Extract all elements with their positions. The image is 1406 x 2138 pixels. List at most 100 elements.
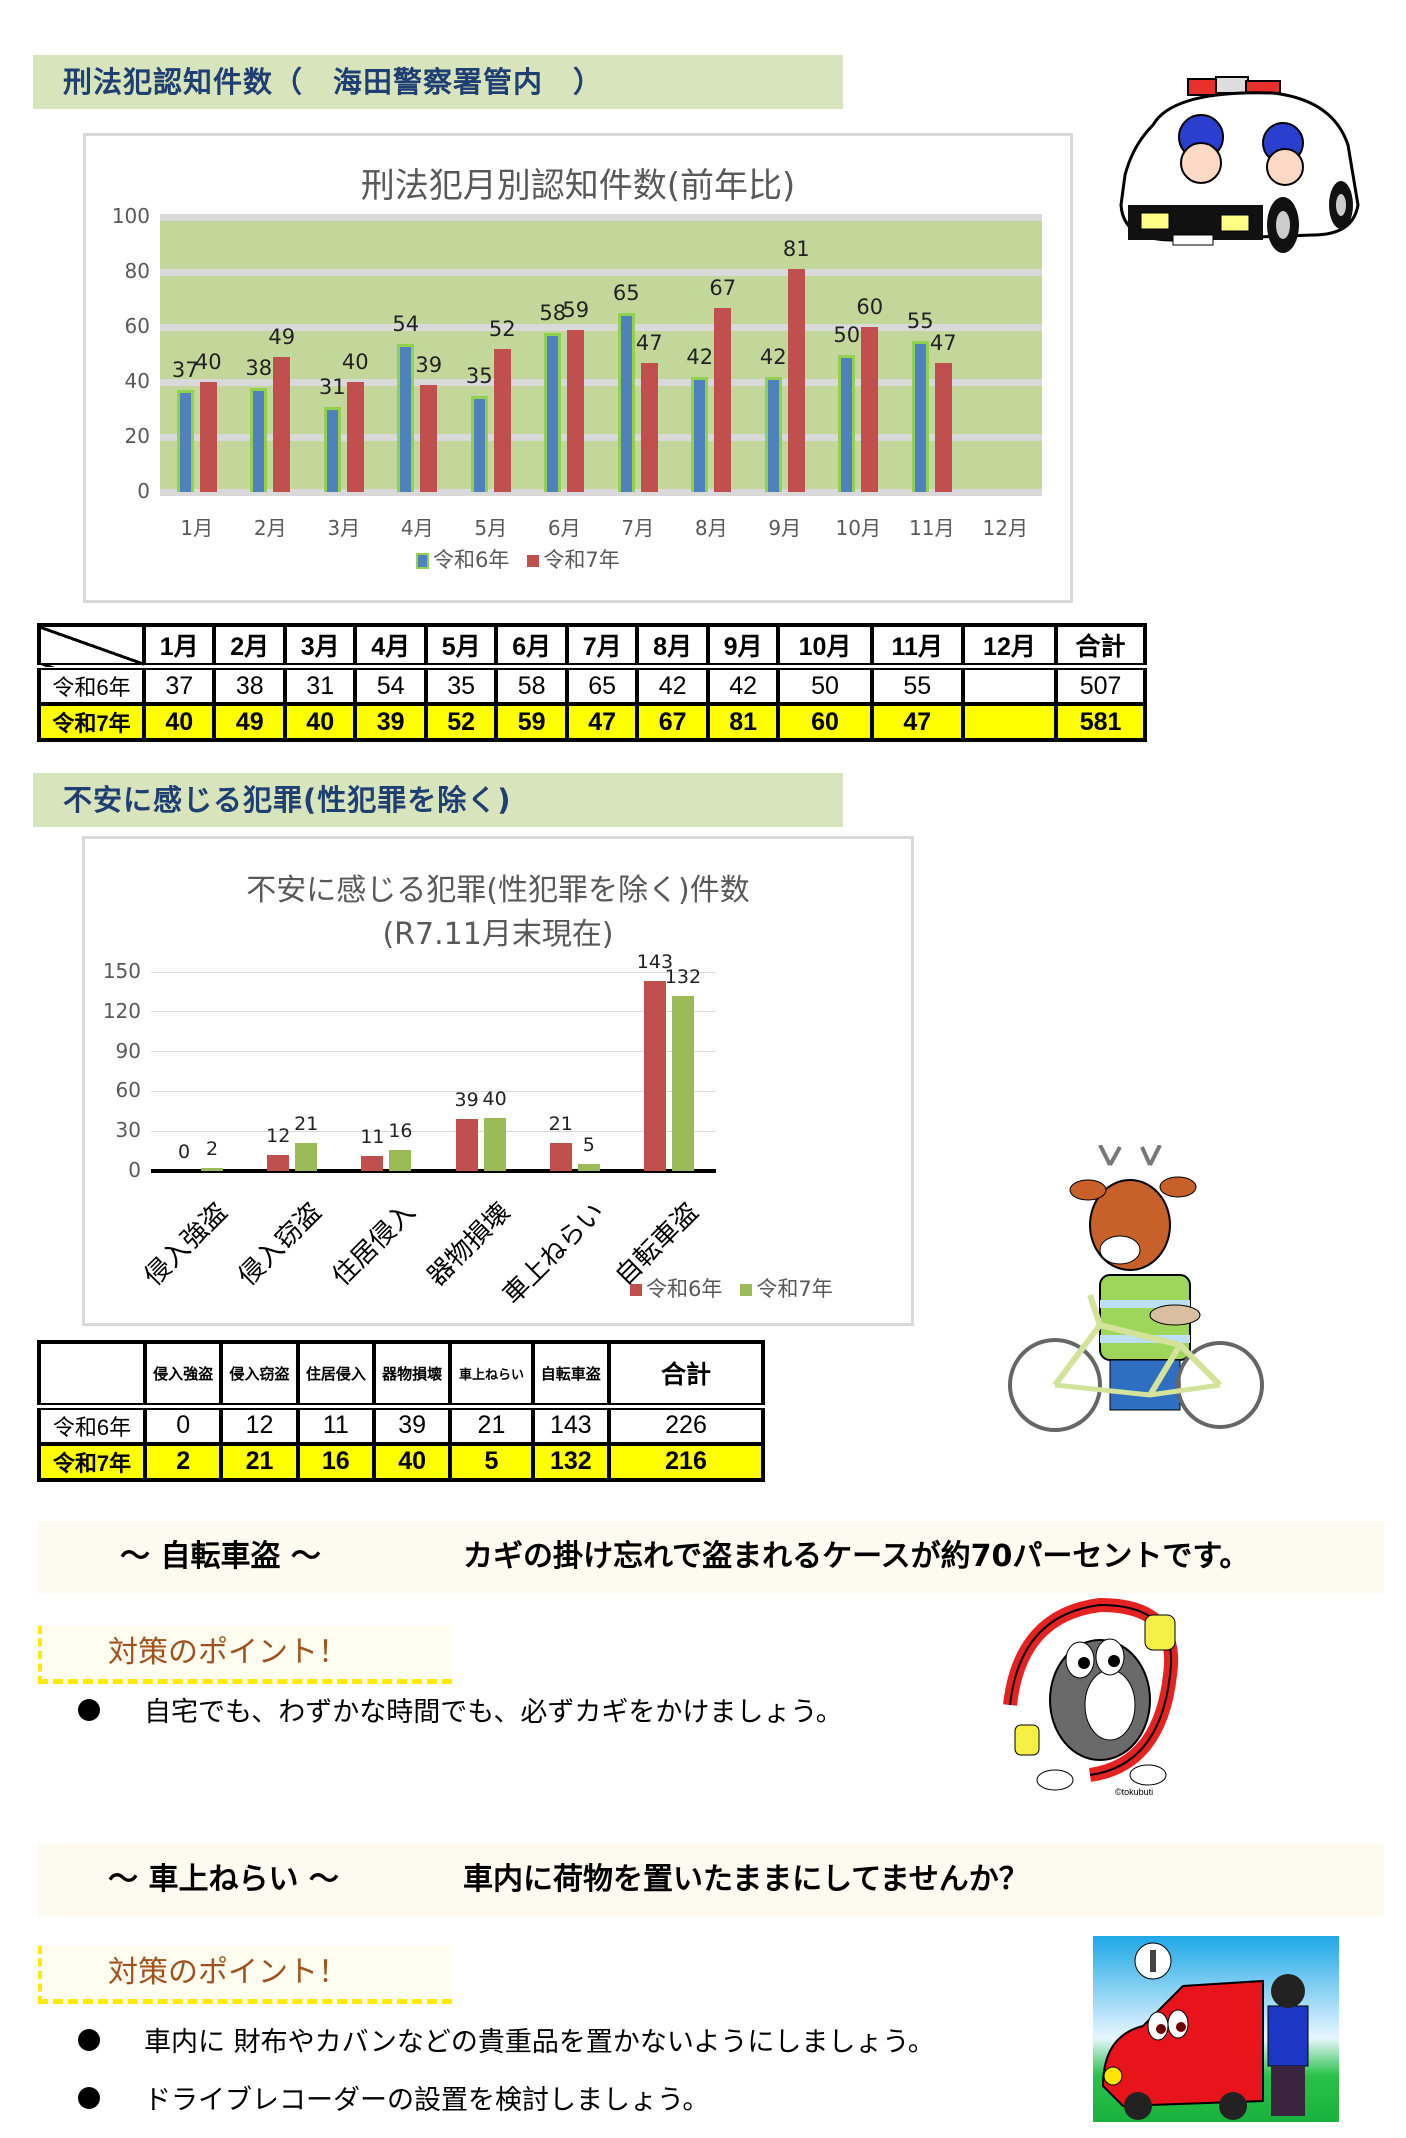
data-label: 0 (178, 1141, 191, 1163)
data-label: 81 (782, 237, 810, 262)
bar-令和6年 (838, 354, 856, 492)
bullet-text: 車内に 財布やカバンなどの貴重品を置かないようにしましょう。 (144, 2027, 935, 2058)
data-label: 54 (392, 311, 420, 336)
table-cell: 21 (448, 1404, 535, 1446)
data-label: 143 (636, 951, 674, 974)
data-label: 12 (266, 1125, 291, 1148)
chart-legend: 令和6年 令和7年 (416, 544, 620, 574)
bar-令和6年 (691, 376, 709, 492)
table-cell: 40 (141, 702, 217, 742)
table-cell: 37 (141, 664, 217, 706)
column-header: 合計 (1054, 623, 1147, 670)
gridline (160, 433, 1042, 441)
legend-item: 令和7年 (527, 544, 620, 574)
column-header: 住居侵入 (295, 1340, 376, 1410)
x-tick-label: 9月 (768, 516, 802, 540)
table-cell: 58 (494, 664, 569, 706)
banner-topic: ～ 自転車盗 ～ (120, 1539, 321, 1574)
monthly-crime-table: 1月 2月 3月 4月 5月 6月 7月 8月 9月 10月 11月 12月 合計 令和6年 37 38 31… (37, 623, 1147, 742)
monthly-crime-chart: 刑法犯月別認知件数(前年比) 37 40 38 49 31 40 54 39 35 52 58 59 6… (83, 133, 1073, 603)
gridline (160, 378, 1042, 386)
row-label: 令和7年 (37, 1441, 147, 1482)
data-label: 47 (929, 330, 957, 355)
y-tick-label: 60 (124, 314, 150, 338)
x-tick-label: 10月 (835, 516, 881, 540)
bar-令和6年 (397, 343, 415, 492)
bar-令和6年 (617, 313, 635, 492)
banner-message: カギの掛け忘れで盗まれるケースが約70パーセントです。 (463, 1539, 1250, 1574)
bar-令和7年 (493, 349, 511, 492)
table-cell: 49 (212, 702, 287, 742)
data-label: 58 (539, 300, 567, 325)
x-tick-label: 侵入窃盗 (232, 1197, 328, 1293)
column-header: 侵入強盗 (142, 1340, 224, 1410)
gridline (151, 1090, 716, 1092)
column-header: 11月 (869, 623, 965, 670)
bicycle-bullet-item: 自宅でも、わずかな時間でも、必ずカギをかけましょう。 (78, 1690, 843, 1729)
y-tick-label: 60 (115, 1078, 141, 1103)
bullet-icon (78, 2028, 100, 2051)
x-tick-label: 1月 (180, 516, 214, 540)
table-cell: 507 (1054, 664, 1147, 706)
table-cell: 47 (564, 702, 640, 742)
x-tick-label: 4月 (400, 516, 434, 540)
data-label: 59 (562, 297, 590, 322)
data-label: 40 (341, 350, 369, 374)
y-tick-label: 120 (102, 998, 141, 1023)
column-header: 2月 (212, 623, 287, 670)
gridline (151, 971, 716, 973)
bar-令和6年 (455, 1119, 478, 1171)
bullet-icon (78, 1698, 100, 1721)
y-tick-label: 20 (124, 424, 150, 448)
table-cell: 35 (423, 664, 499, 706)
column-header: 7月 (564, 623, 640, 670)
table-cell: 226 (607, 1404, 765, 1446)
table-cell: 65 (564, 664, 640, 706)
car-thief-illustration (1093, 1936, 1339, 2122)
bar-令和6年 (361, 1156, 384, 1171)
data-label: 60 (856, 295, 884, 319)
table-cell: 54 (353, 664, 428, 706)
car-theft-banner: ～ 車上ねらい ～ 車内に荷物を置いたままにしてませんか？ (38, 1844, 1384, 1916)
bar-令和6年 (470, 395, 488, 492)
gridline (160, 268, 1042, 276)
column-header: 車上ねらい (448, 1340, 535, 1410)
bar-令和7年 (346, 382, 364, 492)
x-tick-label: 5月 (474, 516, 508, 540)
gridline (151, 1011, 716, 1013)
car-theft-bullet-item: 車内に 財布やカバンなどの貴重品を置かないようにしましょう。 (78, 2020, 935, 2059)
legend-label: 令和7年 (756, 1277, 833, 1301)
data-label: 21 (294, 1113, 319, 1136)
bar-令和6年 (250, 387, 268, 492)
table-cell: 39 (371, 1404, 453, 1446)
bar-令和7年 (934, 362, 952, 492)
bar-令和7年 (199, 382, 217, 492)
data-label: 38 (245, 355, 273, 380)
legend-swatch-icon (630, 1284, 642, 1296)
table-cell: 216 (607, 1441, 765, 1482)
bar-令和6年 (764, 376, 782, 492)
bar-令和7年 (671, 995, 694, 1171)
x-tick-label: 6月 (547, 516, 581, 540)
table-cell: 2 (142, 1441, 224, 1482)
plot-area: 0 2 12 21 11 16 39 40 21 5 143 132 (151, 951, 716, 1173)
data-label: 21 (548, 1113, 573, 1136)
countermeasure-point-box: 対策のポイント！ (38, 1626, 452, 1684)
column-header: 6月 (494, 623, 569, 670)
column-header: 9月 (705, 623, 781, 670)
table-cell: 47 (869, 702, 965, 742)
y-tick-label: 80 (124, 259, 150, 283)
legend-swatch-icon (527, 555, 540, 567)
x-tick-label: 11月 (909, 516, 955, 540)
x-axis-line (151, 1169, 716, 1173)
plot-area: 37 40 38 49 31 40 54 39 35 52 58 59 65 47 42 67 42 81 50 60… (160, 213, 1042, 496)
corner-cell (37, 1340, 147, 1410)
legend-item: 令和6年 (416, 544, 509, 574)
illustration-credit: ©tokubuti (1115, 1787, 1153, 1797)
data-label: 39 (415, 352, 443, 377)
table-cell: 5 (448, 1441, 535, 1482)
bar-令和7年 (295, 1143, 318, 1171)
column-header: 10月 (776, 623, 874, 670)
table-cell: 581 (1054, 702, 1147, 742)
data-label: 16 (388, 1119, 413, 1142)
